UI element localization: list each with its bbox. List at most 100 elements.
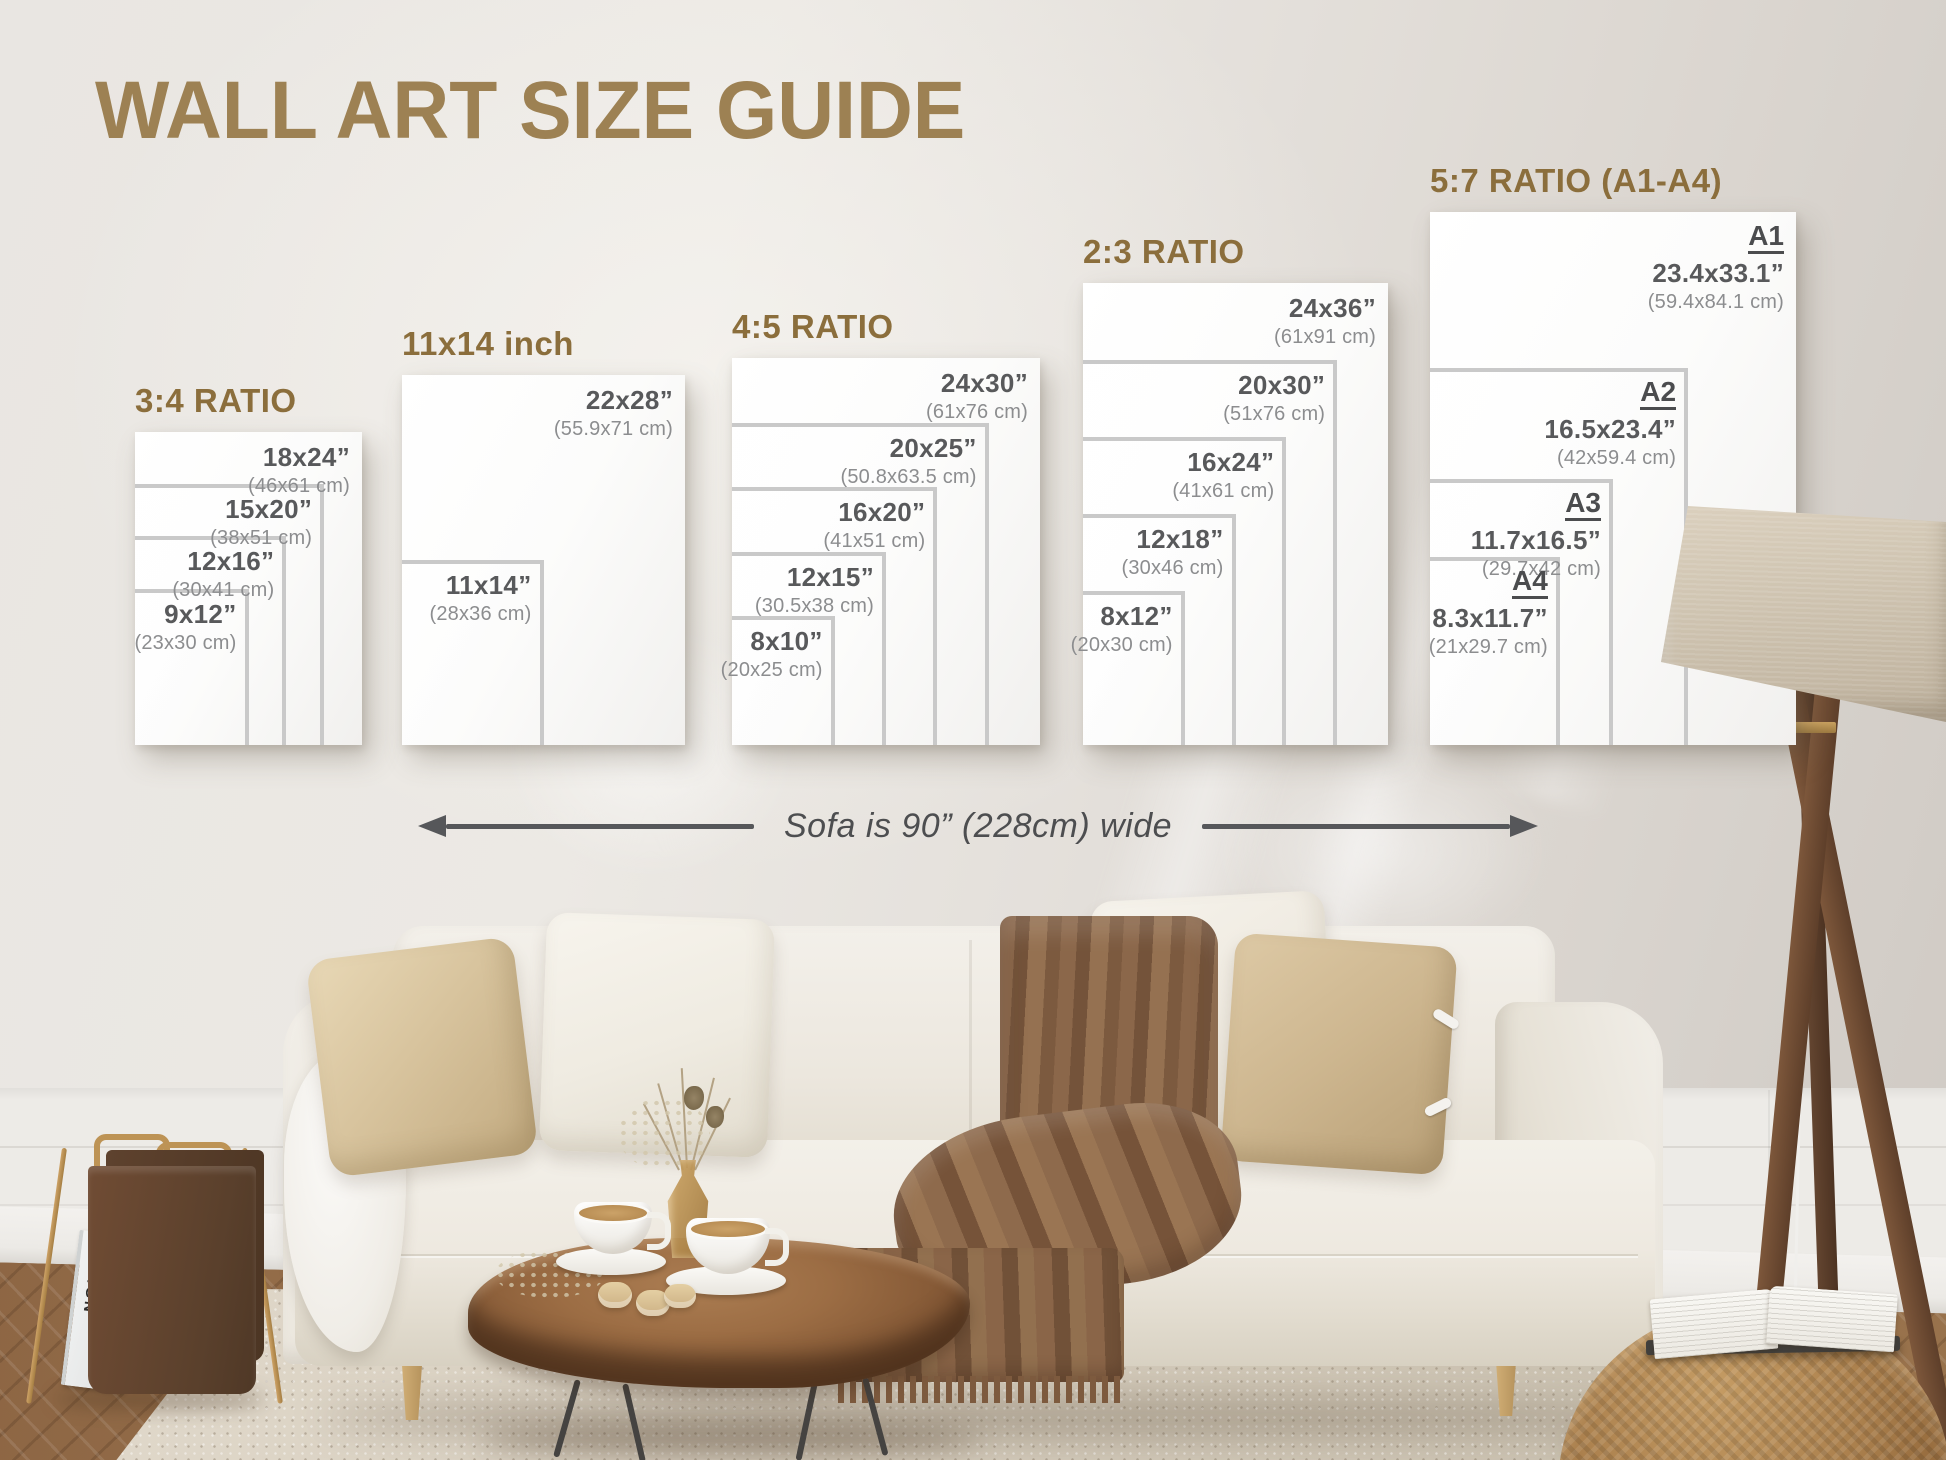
sofa-backrest-seam (969, 940, 972, 1140)
sofa-width-arrow: Sofa is 90” (228cm) wide (418, 806, 1539, 846)
frame-label-16x24: 16x24” (41x61 cm) (1172, 446, 1274, 505)
size-centimeters: (28x36 cm) (429, 603, 532, 625)
group-title-11x14-inch: 11x14 inch (402, 325, 574, 362)
group-title-3-4-ratio: 3:4 RATIO (135, 382, 297, 419)
size-inches: 11x14” (445, 570, 532, 600)
size-inches: 24x30” (940, 368, 1028, 398)
size-inches: 22x28” (585, 385, 673, 415)
size-inches: 9x12” (164, 598, 237, 629)
frame-label-16x20: 16x20” (41x51 cm) (823, 496, 925, 555)
frame-a4 (1430, 556, 1560, 745)
size-centimeters: (50.8x63.5 cm) (840, 465, 977, 488)
size-group-11x14-inch: 11x14 inch 22x28” (55.9x71 cm) 11x14” (28x36… (402, 323, 685, 745)
size-inches: 18x24” (262, 442, 350, 472)
size-inches: 16x24” (1187, 447, 1275, 477)
arrow-line-left (446, 823, 754, 829)
frame-label-22x28: 22x28” (55.9x71 cm) (554, 384, 673, 443)
frame-8x12 (1083, 591, 1185, 745)
frame-label-a3: A3 11.7x16.5” (29.7x42 cm) (1471, 488, 1601, 583)
arrow-right-icon (1510, 815, 1539, 837)
cup-handle (647, 1212, 671, 1250)
size-group-2-3-ratio: 2:3 RATIO 24x36” (61x91 cm) 20x30” (51x76 cm… (1071, 231, 1388, 745)
sofa-width-label: Sofa is 90” (228cm) wide (783, 806, 1173, 845)
frame-9x12 (135, 588, 249, 745)
cup-handle (765, 1228, 789, 1266)
size-inches: 20x30” (1238, 370, 1326, 400)
size-inches: 8x10” (750, 626, 823, 656)
page-title: WALL ART SIZE GUIDE (95, 65, 966, 156)
size-centimeters: (46x61 cm) (247, 475, 350, 497)
arrow-line-right (1202, 823, 1511, 829)
size-centimeters: (38x51 cm) (210, 527, 313, 550)
group-title-2-3-ratio: 2:3 RATIO (1083, 233, 1245, 270)
frame-label-8x12: 8x12” (20x30 cm) (1071, 600, 1173, 659)
size-centimeters: (23x30 cm) (134, 631, 237, 654)
sofa-shadow (320, 1396, 1640, 1440)
size-inches: 11.7x16.5” (1470, 525, 1601, 556)
lamp-bracket (1786, 722, 1836, 733)
sofa-leg (401, 1356, 423, 1420)
size-centimeters: (42x59.4 cm) (1556, 447, 1677, 470)
size-inches: 12x16” (187, 546, 275, 577)
macaron (664, 1284, 696, 1308)
latte-surface (579, 1205, 647, 1221)
size-centimeters: (20x30 cm) (1070, 634, 1173, 656)
frame-label-18x24: 18x24” (46x61 cm) (248, 441, 350, 500)
frame-label-12x15: 12x15” (30.5x38 cm) (755, 561, 874, 620)
frame-label-15x20: 15x20” (38x51 cm) (210, 493, 312, 552)
size-centimeters: (61x76 cm) (925, 401, 1028, 423)
frame-label-11x14: 11x14” (28x36 cm) (429, 569, 531, 628)
frame-label-20x25: 20x25” (50.8x63.5 cm) (840, 432, 976, 491)
frame-label-a1: A1 23.4x33.1” (59.4x84.1 cm) (1648, 221, 1784, 316)
size-inches: 16x20” (838, 497, 926, 527)
size-centimeters: (51x76 cm) (1223, 403, 1326, 425)
size-inches: 12x18” (1136, 524, 1224, 554)
frame-label-9x12: 9x12” (23x30 cm) (134, 598, 236, 657)
frame-label-a2: A2 16.5x23.4” (42x59.4 cm) (1544, 377, 1677, 472)
size-centimeters: (29.7x42 cm) (1481, 558, 1601, 581)
sofa-leg (1495, 1352, 1517, 1416)
frame-label-8x10: 8x10” (20x25 cm) (721, 625, 823, 684)
size-group-3-4-ratio: 3:4 RATIO 18x24” (46x61 cm) 15x20” (38x51 cm… (134, 380, 362, 745)
size-inches: 20x25” (889, 432, 977, 463)
babys-breath-cluster (618, 1098, 710, 1170)
size-centimeters: (30x46 cm) (1121, 557, 1224, 579)
frame-label-a4: A4 8.3x11.7” (21x29.7 cm) (1428, 565, 1548, 661)
group-title-4-5-ratio: 4:5 RATIO (732, 308, 894, 345)
size-inches: 16.5x23.4” (1544, 414, 1677, 445)
size-group-4-5-ratio: 4:5 RATIO 24x30” (61x76 cm) 20x25” (50.8x63.… (721, 306, 1040, 745)
size-centimeters: (41x61 cm) (1172, 480, 1275, 502)
size-inches: 12x15” (786, 561, 874, 592)
size-centimeters: (59.4x84.1 cm) (1647, 291, 1784, 313)
size-centimeters: (61x91 cm) (1273, 326, 1376, 348)
paper-size-label-a2: A2 (1640, 377, 1677, 411)
arrow-left-icon (418, 815, 446, 837)
size-inches: 8x12” (1100, 601, 1173, 631)
coffee-cup (574, 1202, 671, 1254)
size-centimeters: (41x51 cm) (823, 530, 926, 552)
latte-surface (691, 1221, 765, 1237)
frame-label-24x30: 24x30” (61x76 cm) (926, 367, 1028, 426)
throw-blanket-fringe (838, 1376, 1124, 1403)
macaron (598, 1282, 632, 1308)
paper-size-label-a3: A3 (1565, 488, 1601, 522)
size-centimeters: (20x25 cm) (720, 659, 823, 681)
paper-size-label-a1: A1 (1748, 221, 1784, 254)
frame-11x14 (402, 560, 544, 745)
seed-pod (706, 1106, 724, 1128)
paper-size-label-a4: A4 (1512, 565, 1548, 599)
frame-8x10 (732, 616, 835, 745)
frame-label-24x36: 24x36” (61x91 cm) (1274, 292, 1376, 351)
magazine-rack-sling (88, 1166, 256, 1394)
size-inches: 15x20” (225, 494, 313, 525)
size-centimeters: (30x41 cm) (172, 579, 275, 602)
frame-label-12x16: 12x16” (30x41 cm) (172, 545, 274, 604)
size-inches: 8.3x11.7” (1432, 602, 1548, 633)
size-centimeters: (21x29.7 cm) (1428, 635, 1548, 658)
size-centimeters: (30.5x38 cm) (754, 594, 874, 617)
frame-label-20x30: 20x30” (51x76 cm) (1223, 369, 1325, 428)
size-centimeters: (55.9x71 cm) (553, 418, 673, 440)
seed-pod (684, 1086, 704, 1110)
size-inches: 23.4x33.1” (1652, 258, 1784, 288)
